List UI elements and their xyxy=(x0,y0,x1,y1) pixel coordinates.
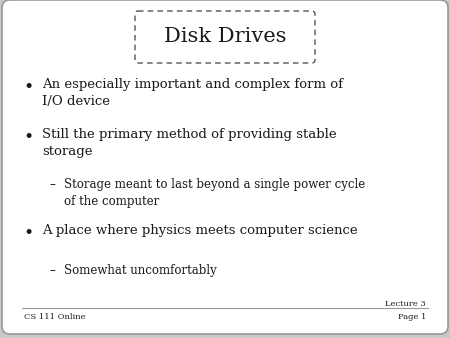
FancyBboxPatch shape xyxy=(2,0,448,334)
Text: •: • xyxy=(23,78,33,96)
Text: A place where physics meets computer science: A place where physics meets computer sci… xyxy=(42,224,358,237)
Text: –: – xyxy=(49,178,55,191)
Text: Still the primary method of providing stable
storage: Still the primary method of providing st… xyxy=(42,128,337,159)
Text: Storage meant to last beyond a single power cycle
of the computer: Storage meant to last beyond a single po… xyxy=(64,178,365,209)
Text: Lecture 3: Lecture 3 xyxy=(385,300,426,308)
Text: Page 1: Page 1 xyxy=(398,313,426,321)
Text: –: – xyxy=(49,264,55,277)
Text: Somewhat uncomfortably: Somewhat uncomfortably xyxy=(64,264,217,277)
Text: •: • xyxy=(23,128,33,146)
Text: An especially important and complex form of
I/O device: An especially important and complex form… xyxy=(42,78,343,108)
Text: •: • xyxy=(23,224,33,242)
FancyBboxPatch shape xyxy=(135,11,315,63)
Text: Disk Drives: Disk Drives xyxy=(164,27,286,47)
Text: CS 111 Online: CS 111 Online xyxy=(24,313,86,321)
